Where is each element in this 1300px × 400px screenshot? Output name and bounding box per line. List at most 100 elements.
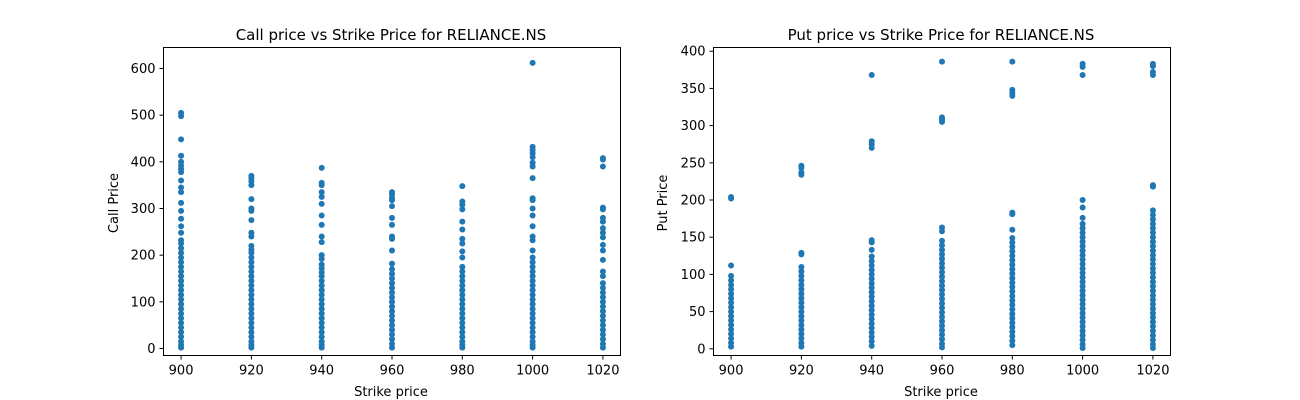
data-point (529, 344, 536, 351)
data-point (939, 273, 945, 280)
data-point (1149, 225, 1156, 232)
data-point (318, 273, 325, 280)
data-point (459, 254, 466, 261)
data-point (1149, 211, 1156, 218)
data-point (248, 207, 255, 214)
data-point (178, 215, 185, 222)
data-point (389, 326, 395, 333)
data-point (1149, 327, 1156, 334)
data-point (599, 156, 606, 163)
data-point (248, 196, 255, 203)
data-point (248, 324, 255, 331)
data-point (798, 299, 805, 306)
axis-ticks: 900 920 940 960 980 1000 1020 0 50 100 150 200 250 30… (681, 45, 1170, 379)
data-point (1149, 220, 1156, 227)
data-point (1079, 256, 1086, 263)
data-point (728, 195, 735, 202)
data-point (1079, 204, 1086, 211)
data-point (599, 225, 606, 232)
data-point (248, 254, 255, 261)
data-point (529, 291, 536, 298)
data-point (459, 235, 466, 242)
data-point (728, 326, 735, 333)
data-point (868, 298, 875, 305)
data-point (389, 266, 395, 273)
data-point (1079, 278, 1086, 285)
data-point (178, 268, 185, 275)
data-point (798, 321, 805, 328)
x-tick-label: 940 (859, 364, 884, 379)
data-point (798, 308, 805, 315)
data-point (459, 310, 466, 317)
data-point (868, 246, 875, 253)
data-point (798, 268, 805, 275)
data-point (178, 287, 185, 294)
data-point (599, 273, 606, 280)
data-point (318, 291, 325, 298)
data-point (1149, 72, 1156, 79)
data-point (318, 255, 325, 262)
data-point (939, 336, 945, 343)
data-point (1079, 234, 1086, 241)
data-point (1009, 92, 1016, 99)
data-point (599, 336, 606, 343)
data-point (939, 295, 945, 302)
data-point (178, 333, 185, 340)
data-point (459, 273, 466, 280)
data-point (529, 263, 536, 270)
data-point (529, 175, 536, 182)
data-point (529, 223, 536, 230)
data-point (1079, 265, 1086, 272)
data-point (599, 234, 606, 241)
data-point (318, 239, 325, 246)
data-point (178, 136, 185, 143)
data-point (248, 315, 255, 322)
data-point (1149, 305, 1156, 312)
data-point (599, 218, 606, 225)
data-point (939, 322, 945, 329)
data-point (1079, 287, 1086, 294)
call-price-chart: Call price vs Strike Price for RELIANCE.… (107, 26, 621, 400)
data-point (318, 324, 325, 331)
data-point (178, 296, 185, 303)
data-point (728, 321, 735, 328)
data-point (1009, 248, 1016, 255)
data-point (529, 205, 536, 212)
data-point (868, 329, 875, 336)
data-point (318, 310, 325, 317)
data-point (868, 311, 875, 318)
data-point (1149, 265, 1156, 272)
data-point (1009, 211, 1016, 218)
data-point (599, 163, 606, 170)
data-point (459, 296, 466, 303)
data-point (318, 164, 325, 171)
y-tick-label: 200 (681, 194, 706, 209)
data-point (389, 336, 395, 343)
data-point (1149, 310, 1156, 317)
data-point (318, 265, 325, 272)
data-point (1149, 287, 1156, 294)
data-point (599, 206, 606, 213)
data-point (178, 169, 185, 176)
y-axis-label: Put Price (656, 175, 671, 232)
data-point (1009, 292, 1016, 299)
data-point (1079, 336, 1086, 343)
data-point (248, 333, 255, 340)
data-point (178, 263, 185, 270)
data-point (1079, 225, 1086, 232)
data-point (178, 254, 185, 261)
data-point (599, 284, 606, 291)
data-point (529, 59, 536, 66)
data-point (728, 304, 735, 311)
data-point (798, 313, 805, 320)
data-point (1079, 301, 1086, 308)
x-tick-label: 1000 (1066, 364, 1099, 379)
data-point (178, 207, 185, 214)
data-point (1009, 319, 1016, 326)
data-point (728, 272, 735, 279)
data-point (248, 233, 255, 240)
data-point (318, 333, 325, 340)
data-point (868, 266, 875, 273)
data-point (178, 189, 185, 196)
data-point (1009, 342, 1016, 349)
